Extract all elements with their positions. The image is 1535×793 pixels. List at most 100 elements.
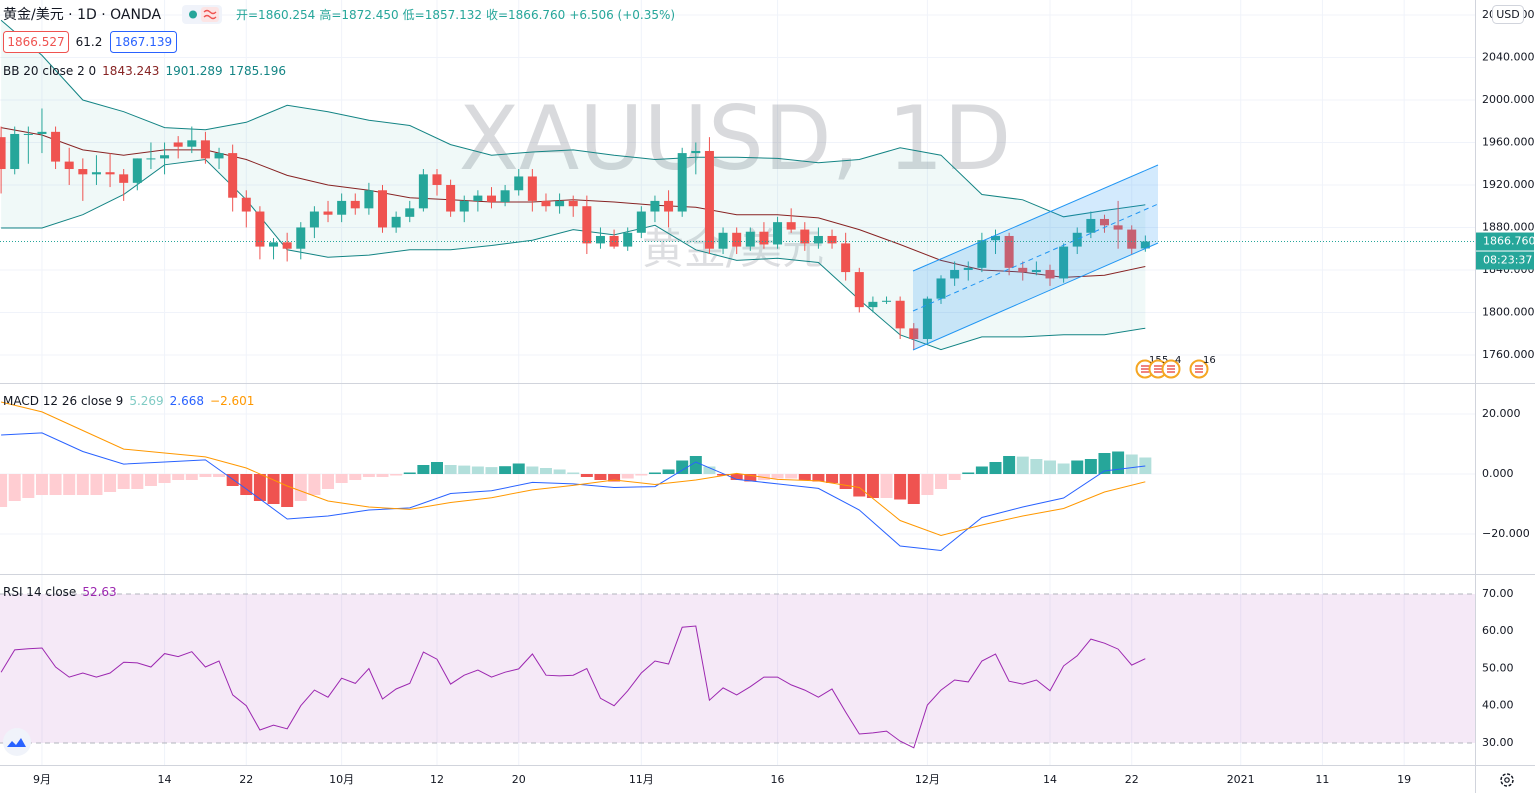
candle-body — [936, 278, 946, 299]
macd-hist-bar — [172, 473, 185, 481]
macd-hist-bar — [1016, 456, 1029, 474]
macd-hist-bar — [662, 469, 675, 474]
currency: USD — [1496, 8, 1520, 21]
macd-hist-bar — [1112, 451, 1125, 474]
macd-hist-bar — [322, 473, 335, 490]
currency-button[interactable] — [1492, 5, 1524, 24]
macd-hist-bar — [935, 473, 948, 490]
rsi-line — [0, 625, 1146, 749]
candle-body — [868, 301, 878, 308]
x-tick-label: 10月 — [329, 773, 354, 786]
candle-body — [418, 174, 428, 209]
candle-body — [704, 150, 714, 249]
candle-body — [23, 133, 33, 135]
ohlc-open: 开=1860.254 — [236, 8, 315, 22]
macd-hist-bar — [1125, 454, 1138, 474]
buy-box[interactable] — [110, 31, 177, 53]
candle-body — [827, 235, 837, 244]
grid — [0, 0, 1475, 765]
candle-body — [882, 300, 892, 302]
macd-hist-bar — [948, 473, 961, 481]
candle-body — [922, 298, 932, 340]
macd-hist-bar — [526, 466, 539, 474]
macd-hist-bar — [104, 473, 117, 493]
y-tick-label: 30.00 — [1482, 736, 1514, 749]
event-count: 16 — [1203, 355, 1216, 366]
candle-body — [91, 172, 101, 175]
macd-hist-bar — [635, 473, 648, 476]
x-tick-label: 12 — [430, 773, 444, 786]
macd-hist-bar — [185, 473, 198, 481]
macd-hist-bar — [730, 473, 743, 481]
candle-body — [173, 142, 183, 147]
macd-hist-bar — [798, 473, 811, 481]
band-fill — [1, 20, 1146, 350]
candle-body — [759, 231, 769, 245]
sell-box[interactable] — [3, 31, 69, 53]
candle-body — [255, 211, 265, 247]
candle-body — [51, 131, 61, 162]
watermark-sub: 黄金/美元 — [642, 225, 824, 274]
macd-hist-value: 5.269 — [129, 394, 163, 408]
y-tick-label: 2040.000 — [1482, 50, 1535, 63]
y-tick-label: 60.00 — [1482, 624, 1514, 637]
candle-body — [841, 243, 851, 273]
candle-body — [296, 227, 306, 249]
ohlc-legend: 开=1860.254 高=1872.450 低=1857.132 收=1866.760… — [236, 7, 675, 22]
y-tick-label: 1960.000 — [1482, 135, 1535, 148]
bb-upper-value: 1901.289 — [165, 64, 222, 78]
y-tick-label: −20.000 — [1482, 527, 1530, 540]
last-price-label: 1866.760 — [1483, 235, 1535, 248]
candle-body — [119, 174, 129, 183]
candle-body — [473, 195, 483, 201]
x-tick-label: 14 — [158, 773, 172, 786]
candle-body — [269, 242, 279, 247]
candle-body — [527, 176, 537, 201]
last-price-box — [1476, 232, 1534, 251]
macd-hist-bar — [853, 473, 866, 497]
macd-hist-bar — [648, 472, 661, 474]
macd-value: 2.668 — [170, 394, 204, 408]
bb-basis-value: 1843.243 — [102, 64, 159, 78]
macd-hist-bar — [621, 473, 634, 479]
bb-name: BB 20 close 2 0 — [3, 64, 96, 78]
macd-hist-bar — [744, 473, 757, 482]
candle-body — [1127, 229, 1137, 249]
macd-hist-bar — [117, 473, 130, 490]
event-flag — [1154, 365, 1162, 373]
macd-hist-bar — [512, 463, 525, 474]
candle-body — [609, 235, 619, 247]
candle-body — [636, 211, 646, 233]
macd-hist-bar — [907, 473, 920, 505]
macd-hist-bar — [771, 473, 784, 479]
macd-hist-bar — [349, 473, 362, 481]
y-tick-label: 40.00 — [1482, 699, 1514, 712]
candle-body — [977, 240, 987, 268]
candle-body — [514, 176, 524, 191]
macd-hist-bar — [1071, 460, 1084, 474]
candle-body — [1072, 232, 1082, 247]
macd-hist-bar — [376, 473, 389, 477]
macd-hist-bar — [240, 473, 253, 496]
macd-hist-bar — [63, 473, 76, 496]
rsi-band — [0, 594, 1475, 743]
event-flag — [1195, 365, 1203, 373]
candle-body — [595, 235, 605, 244]
macd-hist-bar — [826, 473, 839, 484]
gear[interactable] — [1500, 773, 1514, 787]
macd-hist-bar — [485, 467, 498, 474]
candle-body — [1099, 218, 1109, 226]
x-tick-label: 14 — [1043, 773, 1057, 786]
rsi-value: 52.63 — [82, 585, 116, 599]
candle-body — [963, 267, 973, 270]
buy-price: 1867.139 — [115, 35, 172, 49]
macd-hist-bar — [580, 473, 593, 477]
macd-hist-bar — [866, 473, 879, 499]
settings[interactable] — [1500, 773, 1514, 787]
macd-hist-bar — [880, 473, 893, 499]
macd-hist-bar — [444, 464, 457, 474]
candle-body — [1004, 235, 1014, 268]
candle-body — [350, 200, 360, 209]
